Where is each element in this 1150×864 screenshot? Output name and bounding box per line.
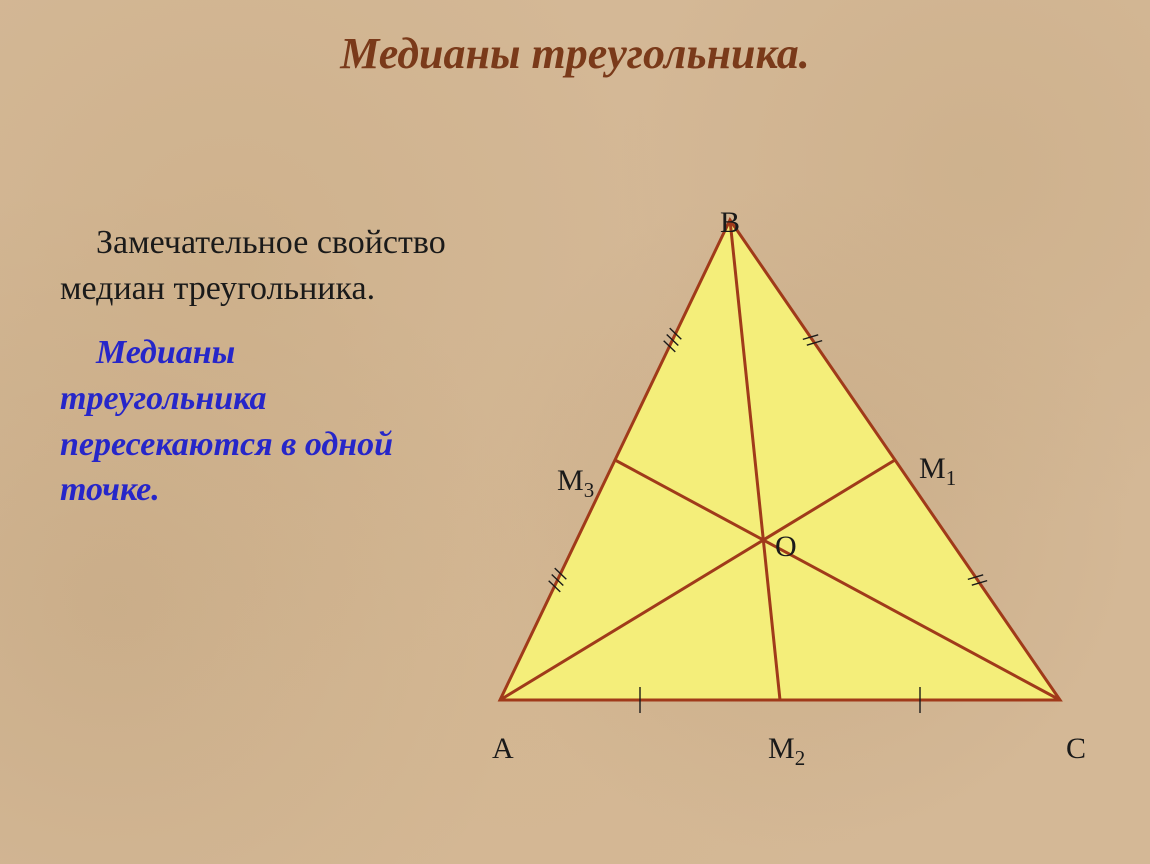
label-O: O [775, 530, 797, 564]
text-block: Замечательное свойство медиан треугольни… [60, 220, 450, 513]
triangle-svg [420, 180, 1140, 780]
paragraph-property: Замечательное свойство медиан треугольни… [60, 220, 450, 312]
page-title: Медианы треугольника. [0, 28, 1150, 79]
label-A: A [492, 732, 514, 766]
label-B: B [720, 206, 740, 240]
triangle-diagram: A B C M1 M2 M3 O [420, 180, 1140, 780]
label-C: C [1066, 732, 1086, 766]
label-M3: M3 [557, 464, 594, 503]
paragraph-theorem: Медианы треугольника пересекаются в одно… [60, 330, 450, 514]
triangle-shape [500, 220, 1060, 700]
label-M2: M2 [768, 732, 805, 771]
label-M1: M1 [919, 452, 956, 491]
